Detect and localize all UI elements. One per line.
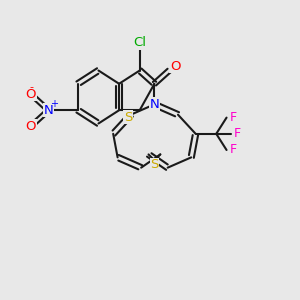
Text: O: O bbox=[26, 88, 36, 100]
Text: +: + bbox=[50, 99, 58, 109]
Text: S: S bbox=[124, 110, 132, 124]
Text: F: F bbox=[230, 143, 237, 157]
Text: F: F bbox=[234, 127, 241, 140]
Text: S: S bbox=[150, 158, 159, 171]
Text: N: N bbox=[149, 98, 159, 111]
Text: O: O bbox=[26, 120, 36, 133]
Text: O: O bbox=[170, 60, 180, 73]
Text: -: - bbox=[29, 82, 33, 92]
Text: Cl: Cl bbox=[133, 36, 146, 49]
Text: F: F bbox=[230, 111, 237, 124]
Text: N: N bbox=[44, 104, 53, 117]
